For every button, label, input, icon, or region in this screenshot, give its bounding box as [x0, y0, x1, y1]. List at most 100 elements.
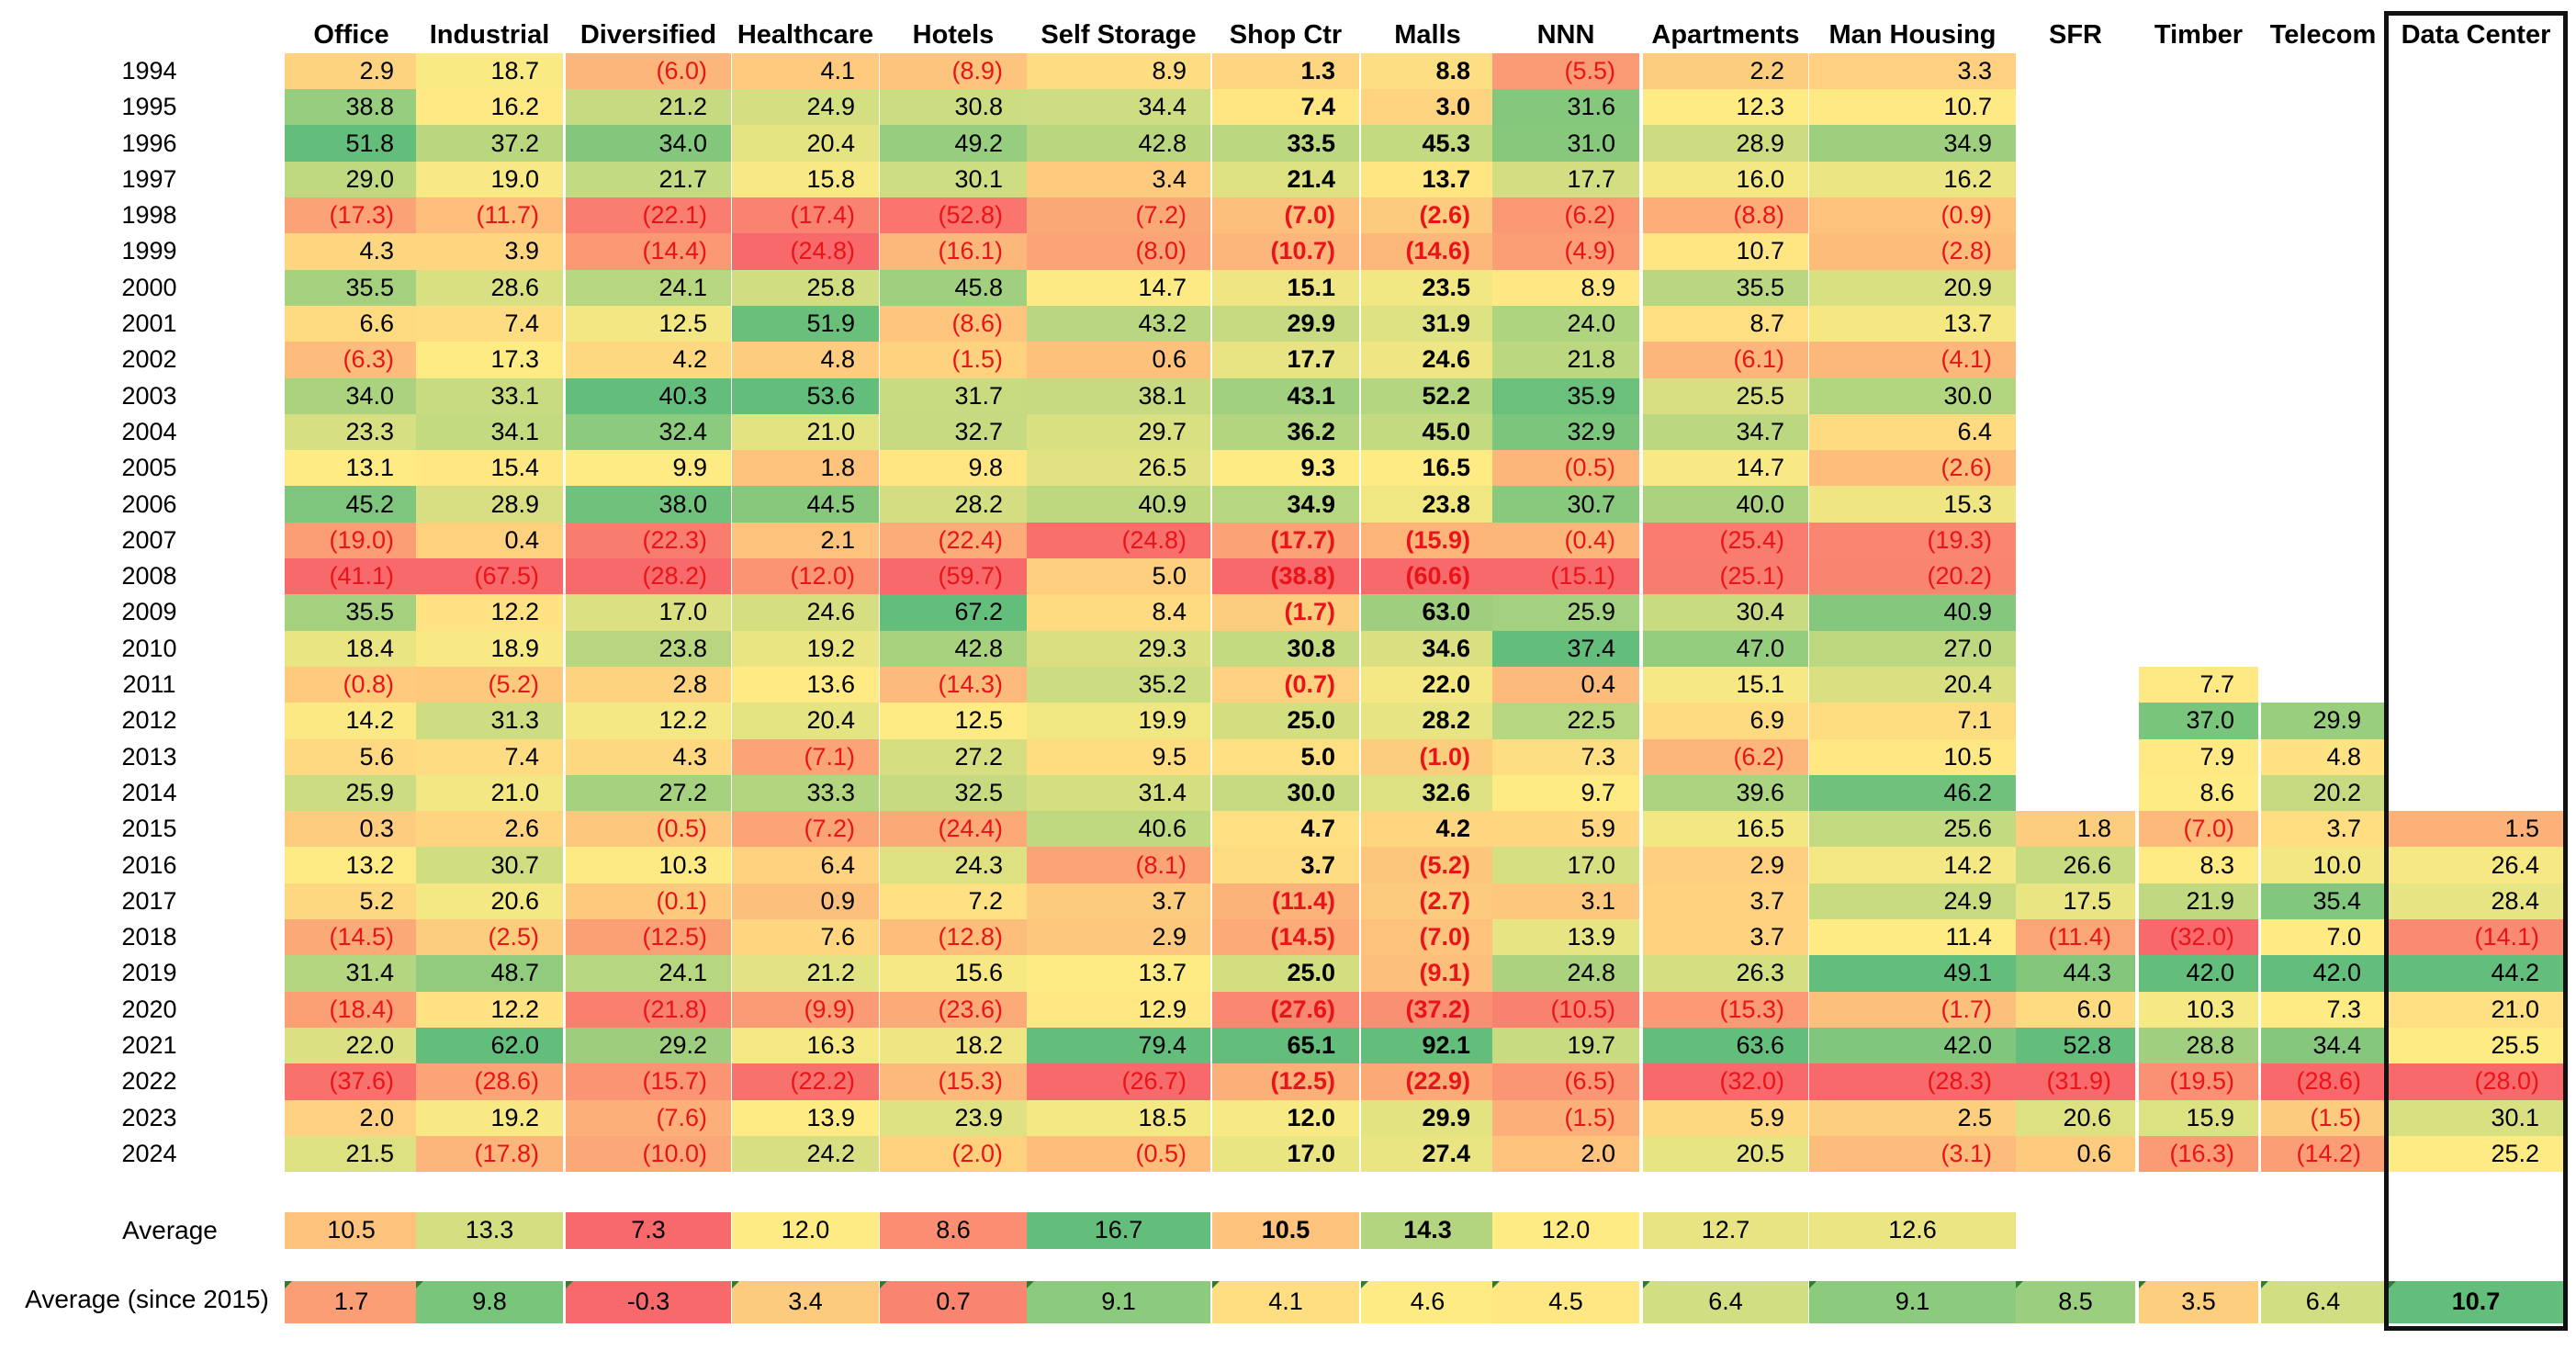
cell-2015-hotels: (24.4) [880, 811, 1027, 848]
cell-2011-malls: 22.0 [1361, 666, 1494, 703]
year-label-2014: 2014 [121, 778, 177, 806]
cell-2005-diversified: 9.9 [566, 450, 731, 487]
column-header-telecom: Telecom [2269, 19, 2377, 50]
formula-flag-icon [1361, 1281, 1368, 1289]
cell-2002-healthcare: 4.8 [732, 342, 879, 378]
year-label-1995: 1995 [121, 93, 177, 121]
cell-2006-self-storage: 40.9 [1027, 486, 1210, 523]
cell-2006-shop-ctr: 34.9 [1212, 486, 1359, 523]
cell-2009-man-housing: 40.9 [1809, 594, 2016, 631]
cell-2000-healthcare: 25.8 [732, 269, 879, 306]
cell-2016-office: 13.2 [285, 847, 418, 883]
year-label-2001: 2001 [121, 309, 177, 338]
cell-2018-shop-ctr: (14.5) [1212, 919, 1359, 956]
cell-2005-shop-ctr: 9.3 [1212, 450, 1359, 487]
cell-1994-apartments: 2.2 [1643, 52, 1808, 90]
cell-2022-sfr: (31.9) [2016, 1063, 2135, 1100]
cell-1998-apartments: (8.8) [1643, 197, 1808, 234]
cell-2000-apartments: 35.5 [1643, 269, 1808, 306]
cell-2023-nnn: (1.5) [1492, 1099, 1639, 1136]
cell-2005-man-housing: (2.6) [1809, 450, 2016, 487]
cell-2010-nnn: 37.4 [1492, 630, 1639, 667]
cell-2023-malls: 29.9 [1361, 1099, 1494, 1136]
cell-2020-timber: 10.3 [2139, 991, 2258, 1028]
cell-2005-malls: 16.5 [1361, 450, 1494, 487]
cell-1994-self-storage: 8.9 [1027, 52, 1210, 90]
cell-1997-diversified: 21.7 [566, 161, 731, 198]
cell-2019-industrial: 48.7 [416, 955, 563, 992]
cell-2021-timber: 28.8 [2139, 1027, 2258, 1064]
year-label-2011: 2011 [122, 670, 176, 699]
cell-2018-telecom: 7.0 [2261, 919, 2385, 956]
cell-2024-diversified: (10.0) [566, 1135, 731, 1173]
cell-2015-man-housing: 25.6 [1809, 811, 2016, 848]
summary-average-since-2015-sfr: 8.5 [2016, 1281, 2135, 1323]
cell-2020-diversified: (21.8) [566, 991, 731, 1028]
summary-average-industrial: 13.3 [416, 1212, 563, 1249]
cell-2005-self-storage: 26.5 [1027, 450, 1210, 487]
cell-2019-diversified: 24.1 [566, 955, 731, 992]
cell-1995-diversified: 21.2 [566, 89, 731, 126]
cell-2003-nnn: 35.9 [1492, 377, 1639, 414]
cell-2013-shop-ctr: 5.0 [1212, 738, 1359, 775]
cell-2004-apartments: 34.7 [1643, 413, 1808, 451]
cell-2018-self-storage: 2.9 [1027, 919, 1210, 956]
cell-2012-office: 14.2 [285, 703, 418, 739]
cell-1997-man-housing: 16.2 [1809, 161, 2016, 198]
cell-2008-healthcare: (12.0) [732, 558, 879, 595]
formula-flag-icon [2139, 1281, 2146, 1289]
cell-2005-office: 13.1 [285, 450, 418, 487]
cell-1995-man-housing: 10.7 [1809, 89, 2016, 126]
cell-2007-self-storage: (24.8) [1027, 522, 1210, 559]
cell-2012-industrial: 31.3 [416, 703, 563, 739]
cell-2005-industrial: 15.4 [416, 450, 563, 487]
cell-2023-shop-ctr: 12.0 [1212, 1099, 1359, 1136]
summary-average-malls: 14.3 [1361, 1212, 1494, 1249]
cell-2003-hotels: 31.7 [880, 377, 1027, 414]
cell-2006-hotels: 28.2 [880, 486, 1027, 523]
cell-2002-hotels: (1.5) [880, 342, 1027, 378]
cell-2001-office: 6.6 [285, 305, 418, 343]
cell-2023-man-housing: 2.5 [1809, 1099, 2016, 1136]
cell-2009-apartments: 30.4 [1643, 594, 1808, 631]
formula-flag-icon [1643, 1281, 1650, 1289]
cell-2024-data-center: 25.2 [2389, 1135, 2563, 1173]
summary-average-office: 10.5 [285, 1212, 418, 1249]
cell-2001-man-housing: 13.7 [1809, 305, 2016, 343]
summary-average-since-2015-nnn: 4.5 [1492, 1281, 1639, 1323]
cell-2020-hotels: (23.6) [880, 991, 1027, 1028]
cell-2019-man-housing: 49.1 [1809, 955, 2016, 992]
column-header-man-housing: Man Housing [1828, 19, 1997, 50]
summary-average-healthcare: 12.0 [732, 1212, 879, 1249]
cell-2014-apartments: 39.6 [1643, 774, 1808, 812]
cell-2022-office: (37.6) [285, 1063, 418, 1100]
year-label-2017: 2017 [121, 886, 177, 915]
cell-2024-self-storage: (0.5) [1027, 1135, 1210, 1173]
cell-2016-malls: (5.2) [1361, 847, 1494, 883]
column-header-sfr: SFR [2049, 19, 2102, 50]
cell-2000-nnn: 8.9 [1492, 269, 1639, 306]
cell-2010-malls: 34.6 [1361, 630, 1494, 667]
cell-2014-timber: 8.6 [2139, 774, 2258, 812]
cell-1996-office: 51.8 [285, 125, 418, 162]
cell-2009-diversified: 17.0 [566, 594, 731, 631]
cell-2003-man-housing: 30.0 [1809, 377, 2016, 414]
cell-2002-shop-ctr: 17.7 [1212, 342, 1359, 378]
cell-1996-industrial: 37.2 [416, 125, 563, 162]
cell-2010-office: 18.4 [285, 630, 418, 667]
cell-2014-healthcare: 33.3 [732, 774, 879, 812]
cell-2006-diversified: 38.0 [566, 486, 731, 523]
cell-2010-healthcare: 19.2 [732, 630, 879, 667]
formula-flag-icon [285, 1281, 292, 1289]
cell-2020-healthcare: (9.9) [732, 991, 879, 1028]
cell-2023-telecom: (1.5) [2261, 1099, 2385, 1136]
cell-2009-industrial: 12.2 [416, 594, 563, 631]
year-label-2005: 2005 [121, 454, 177, 482]
cell-2020-data-center: 21.0 [2389, 991, 2563, 1028]
cell-2015-office: 0.3 [285, 811, 418, 848]
cell-2015-healthcare: (7.2) [732, 811, 879, 848]
cell-1997-hotels: 30.1 [880, 161, 1027, 198]
cell-2008-shop-ctr: (38.8) [1212, 558, 1359, 595]
cell-2020-man-housing: (1.7) [1809, 991, 2016, 1028]
